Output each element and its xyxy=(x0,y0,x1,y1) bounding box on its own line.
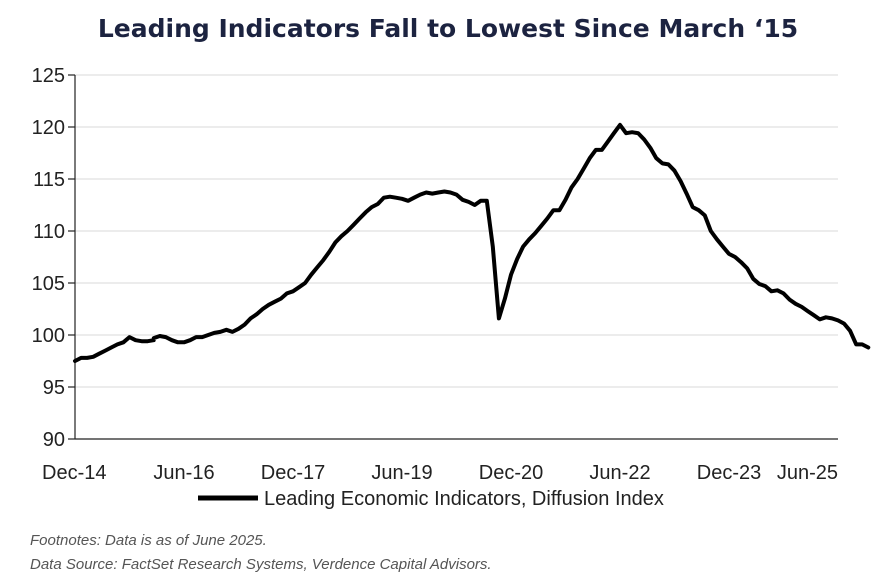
legend: Leading Economic Indicators, Diffusion I… xyxy=(198,488,664,510)
y-tick-labels: 90 95 100 105 110 115 120 125 xyxy=(32,65,65,451)
x-tick-label: Jun-19 xyxy=(371,462,432,484)
y-tick-label: 100 xyxy=(32,325,65,347)
chart-title: Leading Indicators Fall to Lowest Since … xyxy=(97,14,799,43)
x-tick-label: Jun-22 xyxy=(589,462,650,484)
y-tick-label: 90 xyxy=(43,429,65,451)
x-tick-label: Jun-25 xyxy=(777,462,838,484)
series-line xyxy=(73,122,871,363)
x-tick-label: Dec-17 xyxy=(261,462,325,484)
legend-label: Leading Economic Indicators, Diffusion I… xyxy=(264,488,664,510)
x-tick-labels: Dec-14 Jun-16 Dec-17 Jun-19 Dec-20 Jun-22 Dec-… xyxy=(42,462,838,484)
axes xyxy=(68,74,838,440)
y-tick-label: 110 xyxy=(33,221,65,243)
x-tick-label: Dec-20 xyxy=(479,462,543,484)
y-tick-label: 115 xyxy=(33,169,65,191)
y-tick-label: 95 xyxy=(43,377,65,399)
x-tick-label: Dec-14 xyxy=(42,462,106,484)
data-source-note: Data Source: FactSet Research Systems, V… xyxy=(30,556,492,573)
x-tick-label: Dec-23 xyxy=(697,462,761,484)
y-tick-label: 105 xyxy=(32,273,65,295)
series-layer xyxy=(73,122,871,363)
footnote: Footnotes: Data is as of June 2025. xyxy=(30,532,267,549)
y-tick-label: 125 xyxy=(32,65,65,87)
y-tick-label: 120 xyxy=(32,117,65,139)
x-tick-label: Jun-16 xyxy=(153,462,214,484)
